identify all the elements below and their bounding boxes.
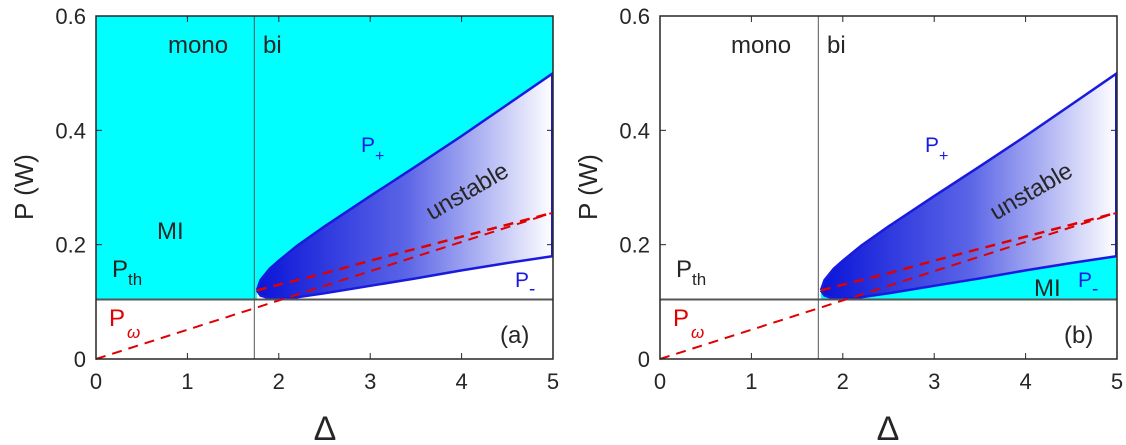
panel-b-axes-box [659, 15, 1118, 360]
panel-b-label-p-plus: P+ [925, 134, 948, 165]
panel-b-label-bi: bi [827, 32, 846, 59]
panel-b-label-p-th: Pth [676, 256, 706, 289]
panel-b-ticks: 0 1 2 3 4 5 0 0.2 0.4 0.6 [619, 4, 1123, 394]
y-tick-label: 0.4 [619, 118, 650, 143]
x-tick-label: 1 [181, 369, 193, 394]
x-tick-label: 2 [837, 369, 849, 394]
panel-a: 0 1 2 3 4 500.20.40.6 mono bi MI unstable Pth… [9, 4, 559, 445]
panel-b-x-axis-label: Δ [877, 410, 900, 445]
panel-a-label-bi: bi [263, 32, 282, 59]
panel-a-axes-box [95, 15, 554, 360]
panel-a-label-p-minus: P- [515, 269, 535, 300]
panel-a-panel-label: (a) [500, 322, 529, 349]
x-tick-label: 1 [745, 369, 757, 394]
y-tick-label: 0.2 [619, 233, 650, 258]
panel-b-panel-label: (b) [1064, 322, 1093, 349]
x-tick-label: 4 [1019, 369, 1031, 394]
x-tick-label: 2 [273, 369, 285, 394]
panel-b-p-omega-line [659, 211, 1118, 360]
panel-a-middle-branch [256, 211, 554, 292]
panel-a-y-axis-label: P (W) [9, 154, 39, 220]
panel-a-p-omega-line [95, 211, 554, 360]
panel-a-label-mi: MI [157, 218, 184, 245]
panel-b-lower-branch [819, 254, 1118, 301]
panel-b-upper-branch [819, 72, 1118, 291]
x-tick-label: 5 [547, 369, 559, 394]
panel-a-label-p-plus: P+ [361, 134, 384, 165]
y-tick-label: 0 [638, 347, 650, 372]
panel-a-label-p-th: Pth [112, 256, 142, 289]
panel-a-mi-region [96, 16, 553, 300]
y-tick-label: 0.4 [55, 118, 86, 143]
panel-a-ticks: 0 1 2 3 4 5 0 0.2 0.4 0.6 [55, 4, 559, 394]
panel-a-x-axis-label: Δ [314, 410, 337, 445]
x-tick-label: 5 [1111, 369, 1123, 394]
panel-b-unstable-region [820, 73, 1117, 299]
panel-a-upper-branch [255, 72, 554, 291]
panel-b-label-mi: MI [1034, 275, 1061, 302]
panel-a-lower-branch [255, 254, 554, 301]
panel-b-mi-region [820, 256, 1117, 300]
panel-b-middle-branch [820, 211, 1118, 292]
x-tick-label: 4 [455, 369, 467, 394]
x-tick-label: 0 [90, 369, 102, 394]
x-tick-label: 0 [654, 369, 666, 394]
y-tick-label: 0.6 [619, 4, 650, 29]
x-tick-label: 3 [928, 369, 940, 394]
panel-b-label-mono: mono [731, 32, 791, 59]
panel-b-y-axis-label: P (W) [573, 154, 603, 220]
y-tick-label: 0.6 [55, 4, 86, 29]
y-tick-label: 0.2 [55, 233, 86, 258]
panel-a-unstable-region [256, 73, 553, 299]
panel-a-label-mono: mono [168, 32, 228, 59]
panel-b: 0 1 2 3 4 500.20.40.6 mono bi unstable MI Pth… [573, 4, 1123, 445]
panel-a-label-p-omega: Pω [109, 305, 140, 342]
panel-b-label-p-omega: Pω [673, 305, 704, 342]
y-tick-label: 0 [74, 347, 86, 372]
x-tick-label: 3 [364, 369, 376, 394]
panel-b-label-p-minus: P- [1078, 269, 1098, 300]
